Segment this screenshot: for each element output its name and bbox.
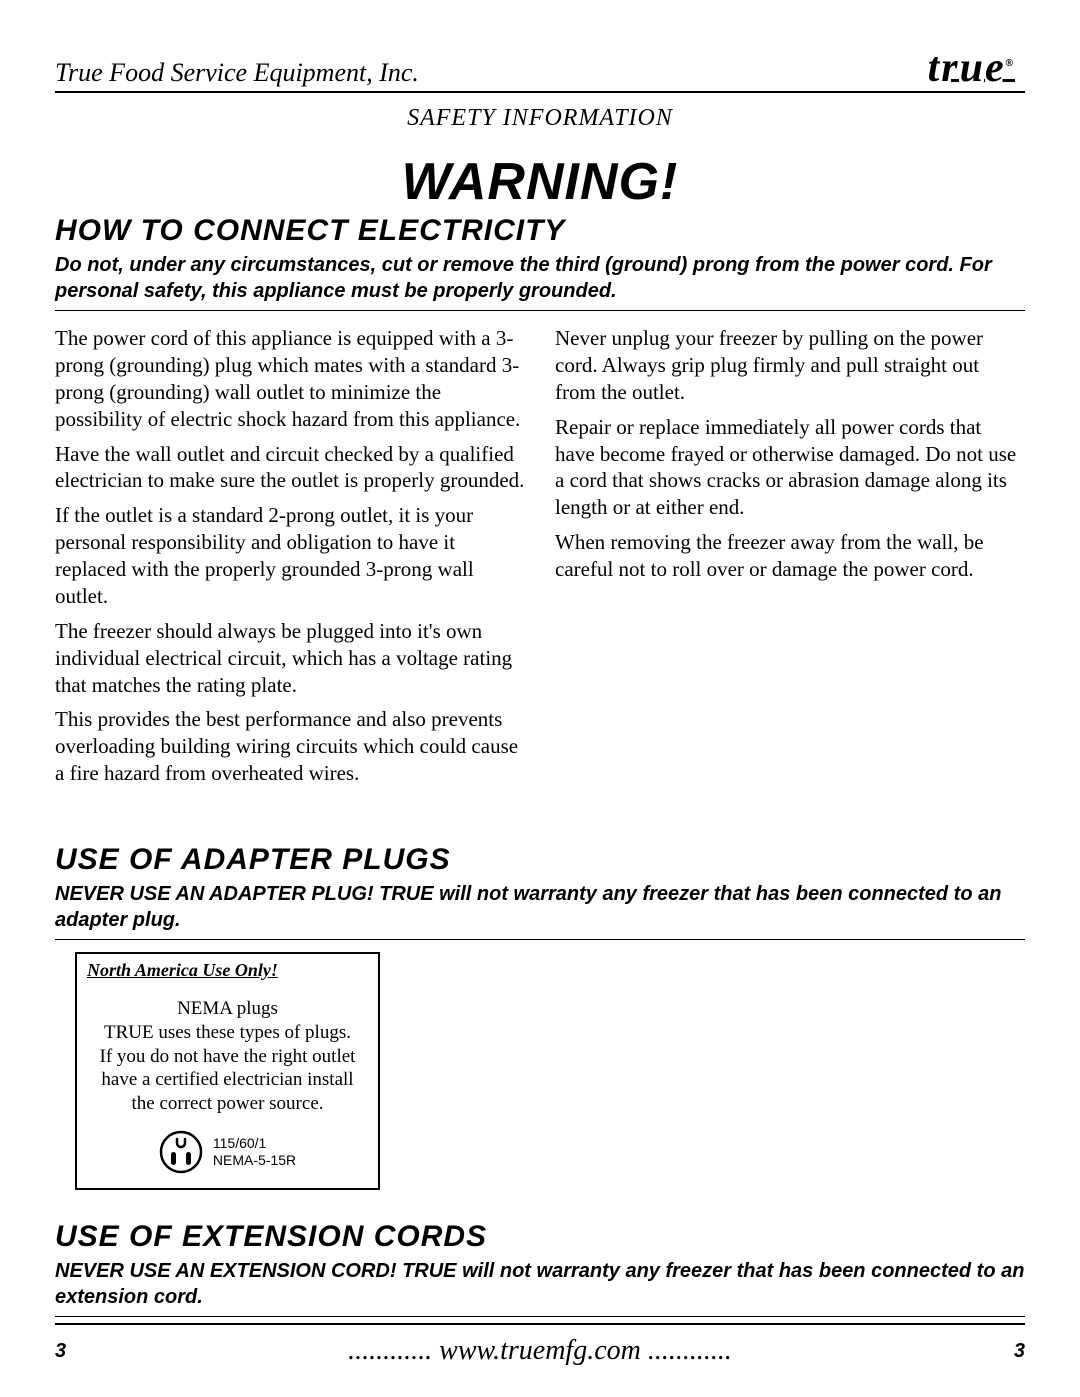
plug-spec-voltage: 115/60/1 [213, 1135, 296, 1152]
connect-heading: HOW TO CONNECT ELECTRICITY [55, 214, 1025, 248]
connect-lead: Do not, under any circumstances, cut or … [55, 252, 1025, 304]
plug-labels: 115/60/1 NEMA-5-15R [213, 1135, 296, 1169]
divider [55, 939, 1025, 940]
body-text: This provides the best performance and a… [55, 706, 525, 787]
page-footer: 3 ............ www.truemfg.com .........… [55, 1323, 1025, 1367]
logo-text: true [928, 45, 1006, 91]
plug-box-title: North America Use Only! [83, 960, 372, 981]
extension-heading: USE OF EXTENSION CORDS [55, 1220, 1025, 1254]
extension-lead: NEVER USE AN EXTENSION CORD! TRUE will n… [55, 1258, 1025, 1310]
plug-info-box: North America Use Only! NEMA plugsTRUE u… [75, 952, 380, 1190]
connect-columns: The power cord of this appliance is equi… [55, 325, 1025, 795]
plug-spec-nema: NEMA-5-15R [213, 1152, 296, 1169]
brand-logo: true® [928, 44, 1025, 92]
nema-plug-icon [159, 1130, 203, 1174]
adapter-lead: NEVER USE AN ADAPTER PLUG! TRUE will not… [55, 881, 1025, 933]
body-text: The freezer should always be plugged int… [55, 618, 525, 699]
divider [55, 1316, 1025, 1317]
plug-diagram-row: 115/60/1 NEMA-5-15R [83, 1130, 372, 1174]
adapter-heading: USE OF ADAPTER PLUGS [55, 843, 1025, 877]
body-text: Repair or replace immediately all power … [555, 414, 1025, 522]
divider [55, 310, 1025, 311]
body-text: Have the wall outlet and circuit checked… [55, 441, 525, 495]
left-column: The power cord of this appliance is equi… [55, 325, 525, 795]
company-name: True Food Service Equipment, Inc. [55, 58, 419, 88]
right-column: Never unplug your freezer by pulling on … [555, 325, 1025, 795]
body-text: Never unplug your freezer by pulling on … [555, 325, 1025, 406]
page-number-right: 3 [1014, 1340, 1025, 1363]
page-number-left: 3 [55, 1340, 66, 1363]
registered-mark: ® [1006, 58, 1015, 69]
body-text: If the outlet is a standard 2-prong outl… [55, 502, 525, 610]
body-text: When removing the freezer away from the … [555, 529, 1025, 583]
page-header: True Food Service Equipment, Inc. true® [55, 40, 1025, 93]
footer-url: ............ www.truemfg.com ...........… [348, 1335, 732, 1367]
warning-heading: WARNING! [55, 152, 1025, 212]
body-text: The power cord of this appliance is equi… [55, 325, 525, 433]
plug-box-body: NEMA plugsTRUE uses these types of plugs… [83, 997, 372, 1116]
section-title: SAFETY INFORMATION [55, 105, 1025, 132]
